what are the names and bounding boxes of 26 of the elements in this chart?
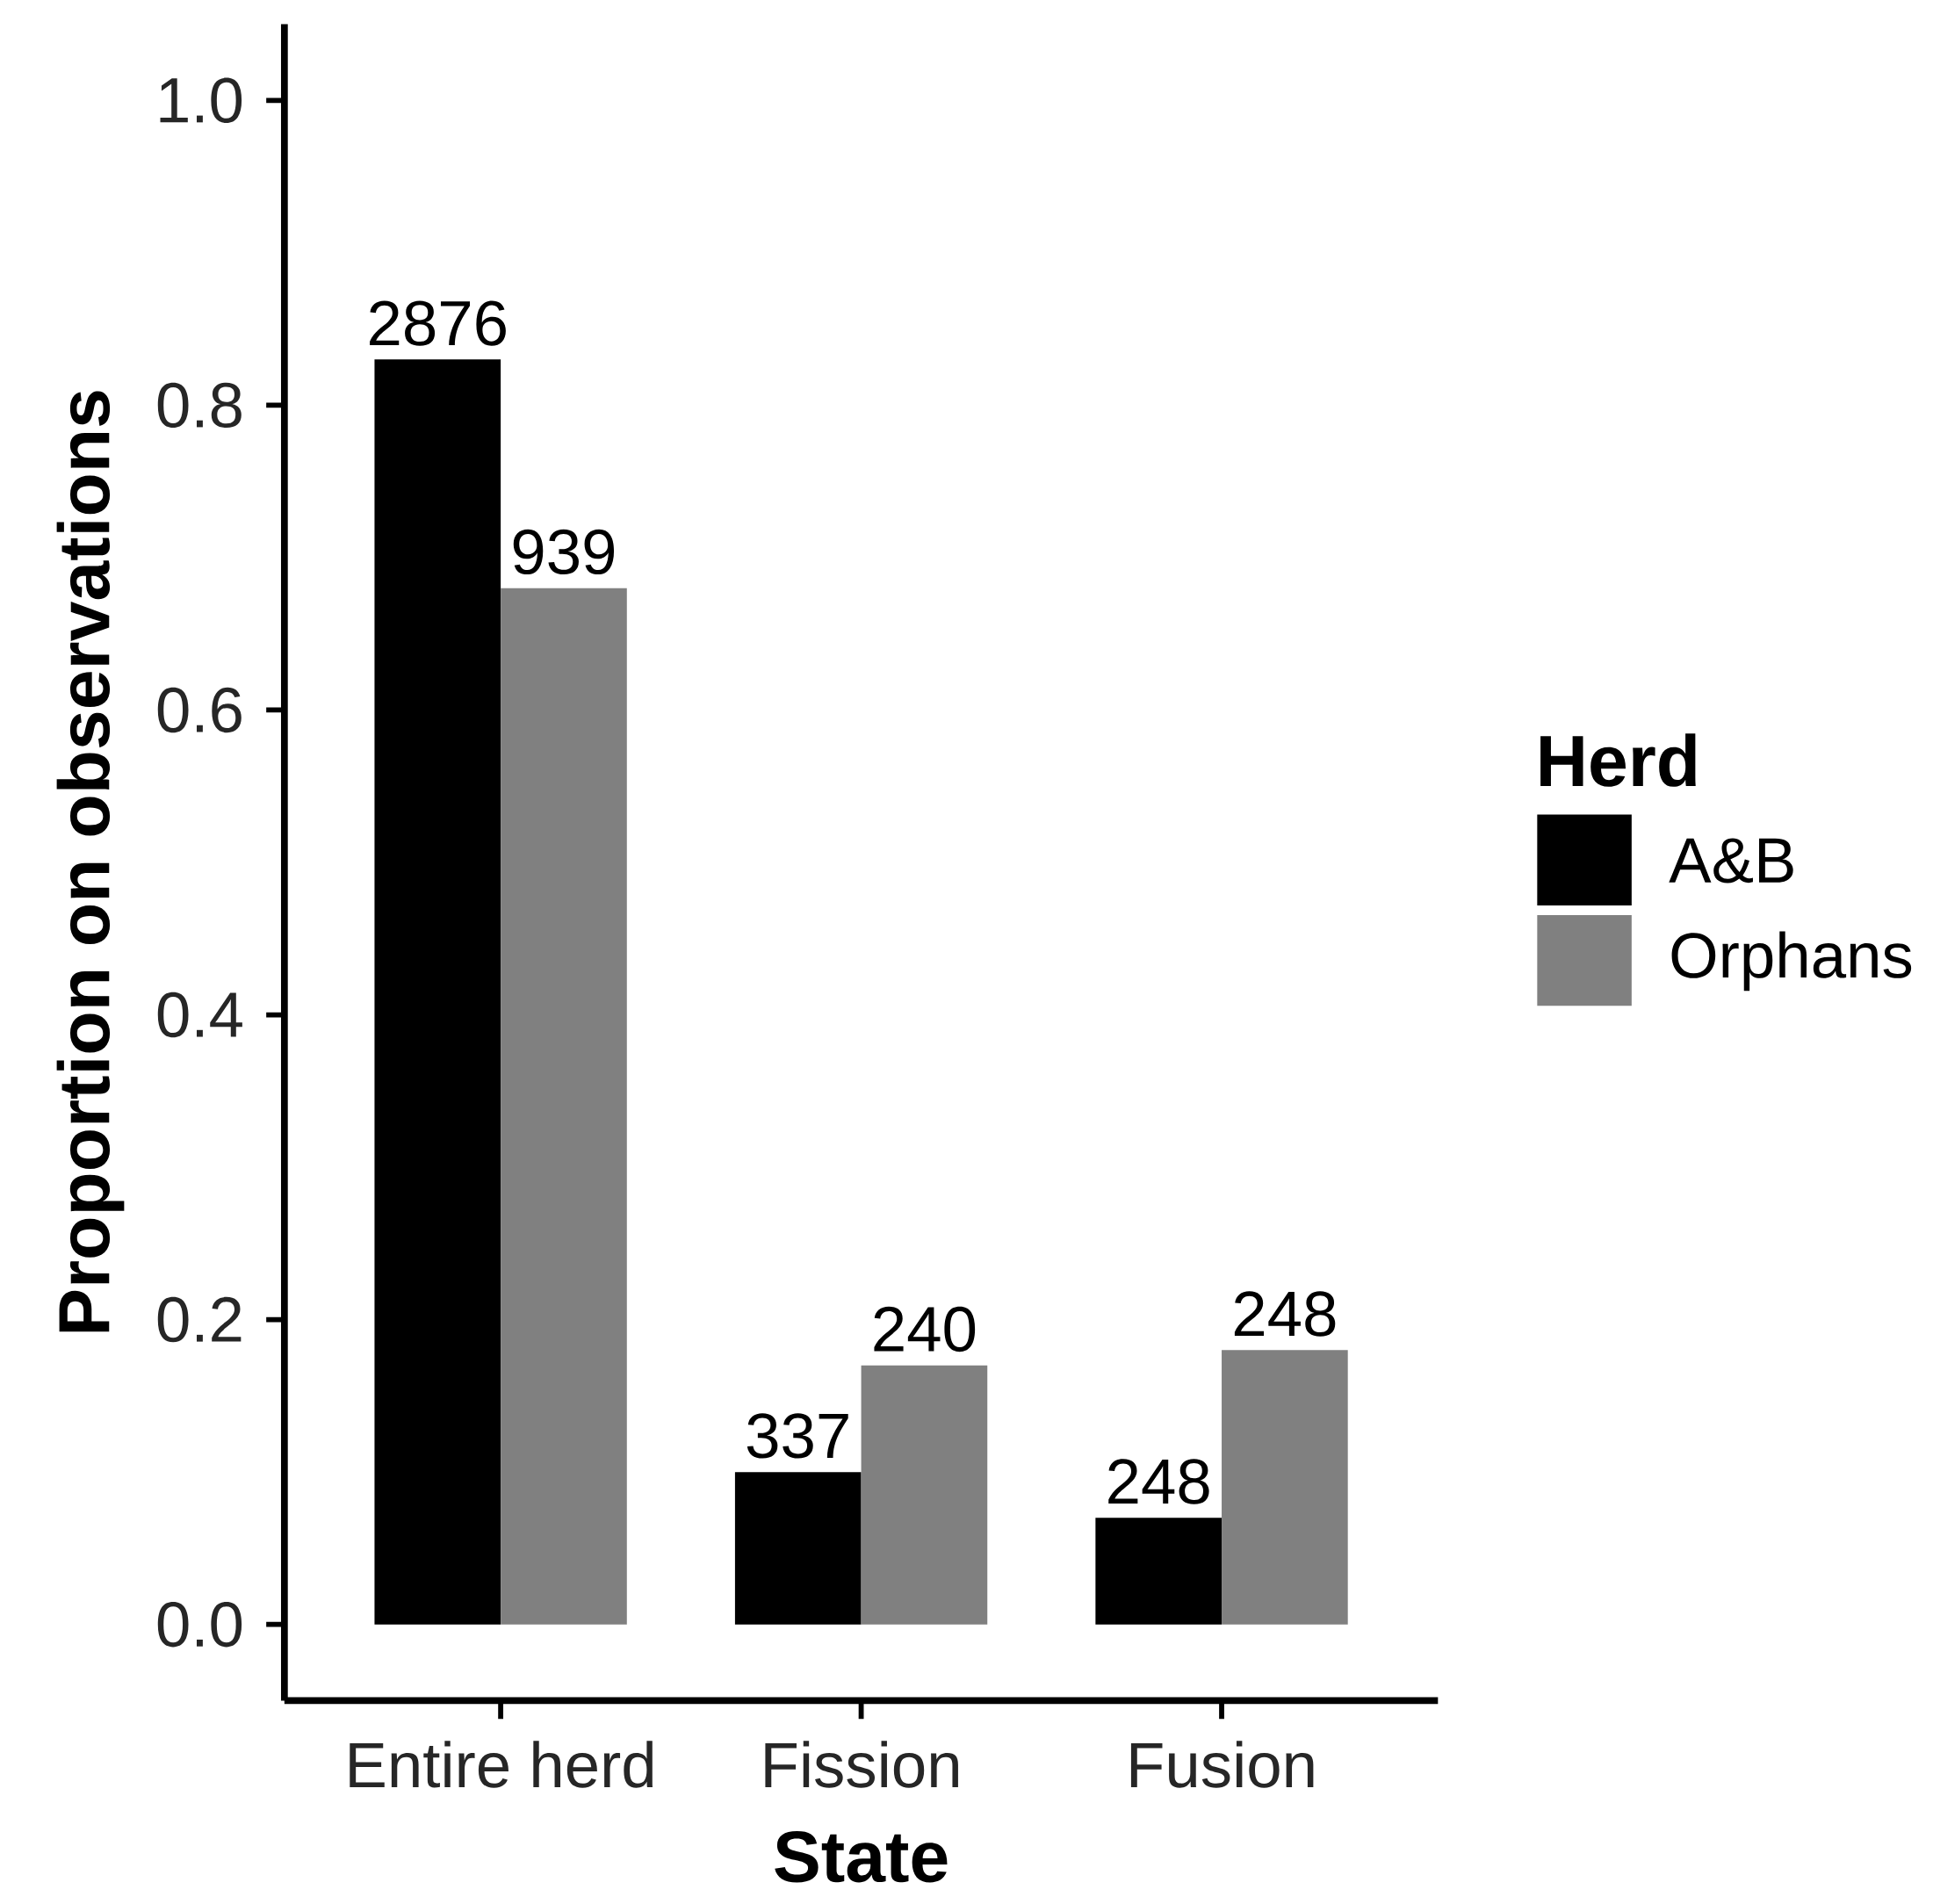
bar — [734, 1472, 862, 1625]
bar — [1222, 1350, 1348, 1625]
y-tick-label: 0.2 — [157, 1297, 242, 1343]
y-tick-label: 0.0 — [157, 1602, 242, 1648]
annotation: 2876 — [370, 300, 506, 347]
y-tick-label: 0.8 — [157, 382, 242, 429]
x-tick-label: Entire herd — [350, 1741, 653, 1788]
bar — [861, 1365, 988, 1625]
legend-title: Herd — [1540, 733, 1696, 788]
annotation: 337 — [747, 1413, 848, 1459]
bar — [501, 588, 627, 1625]
bar — [1095, 1518, 1223, 1625]
y-axis-title: Proportion on observations — [56, 391, 125, 1332]
x-axis-title: State — [775, 1831, 948, 1883]
annotation: 240 — [874, 1306, 976, 1352]
legend-label: Orphans — [1671, 931, 1912, 992]
annotation: 939 — [513, 529, 615, 575]
y-tick-label: 0.4 — [157, 992, 242, 1038]
bar — [374, 359, 501, 1625]
y-tick-label: 1.0 — [160, 77, 242, 124]
x-tick-label: Fusion — [1130, 1741, 1314, 1788]
y-tick-label: 0.6 — [157, 687, 242, 733]
legend-label: A&B — [1669, 838, 1793, 883]
annotation: 248 — [1234, 1291, 1336, 1337]
annotation: 248 — [1108, 1459, 1209, 1504]
x-tick-label: Fission — [765, 1741, 958, 1788]
